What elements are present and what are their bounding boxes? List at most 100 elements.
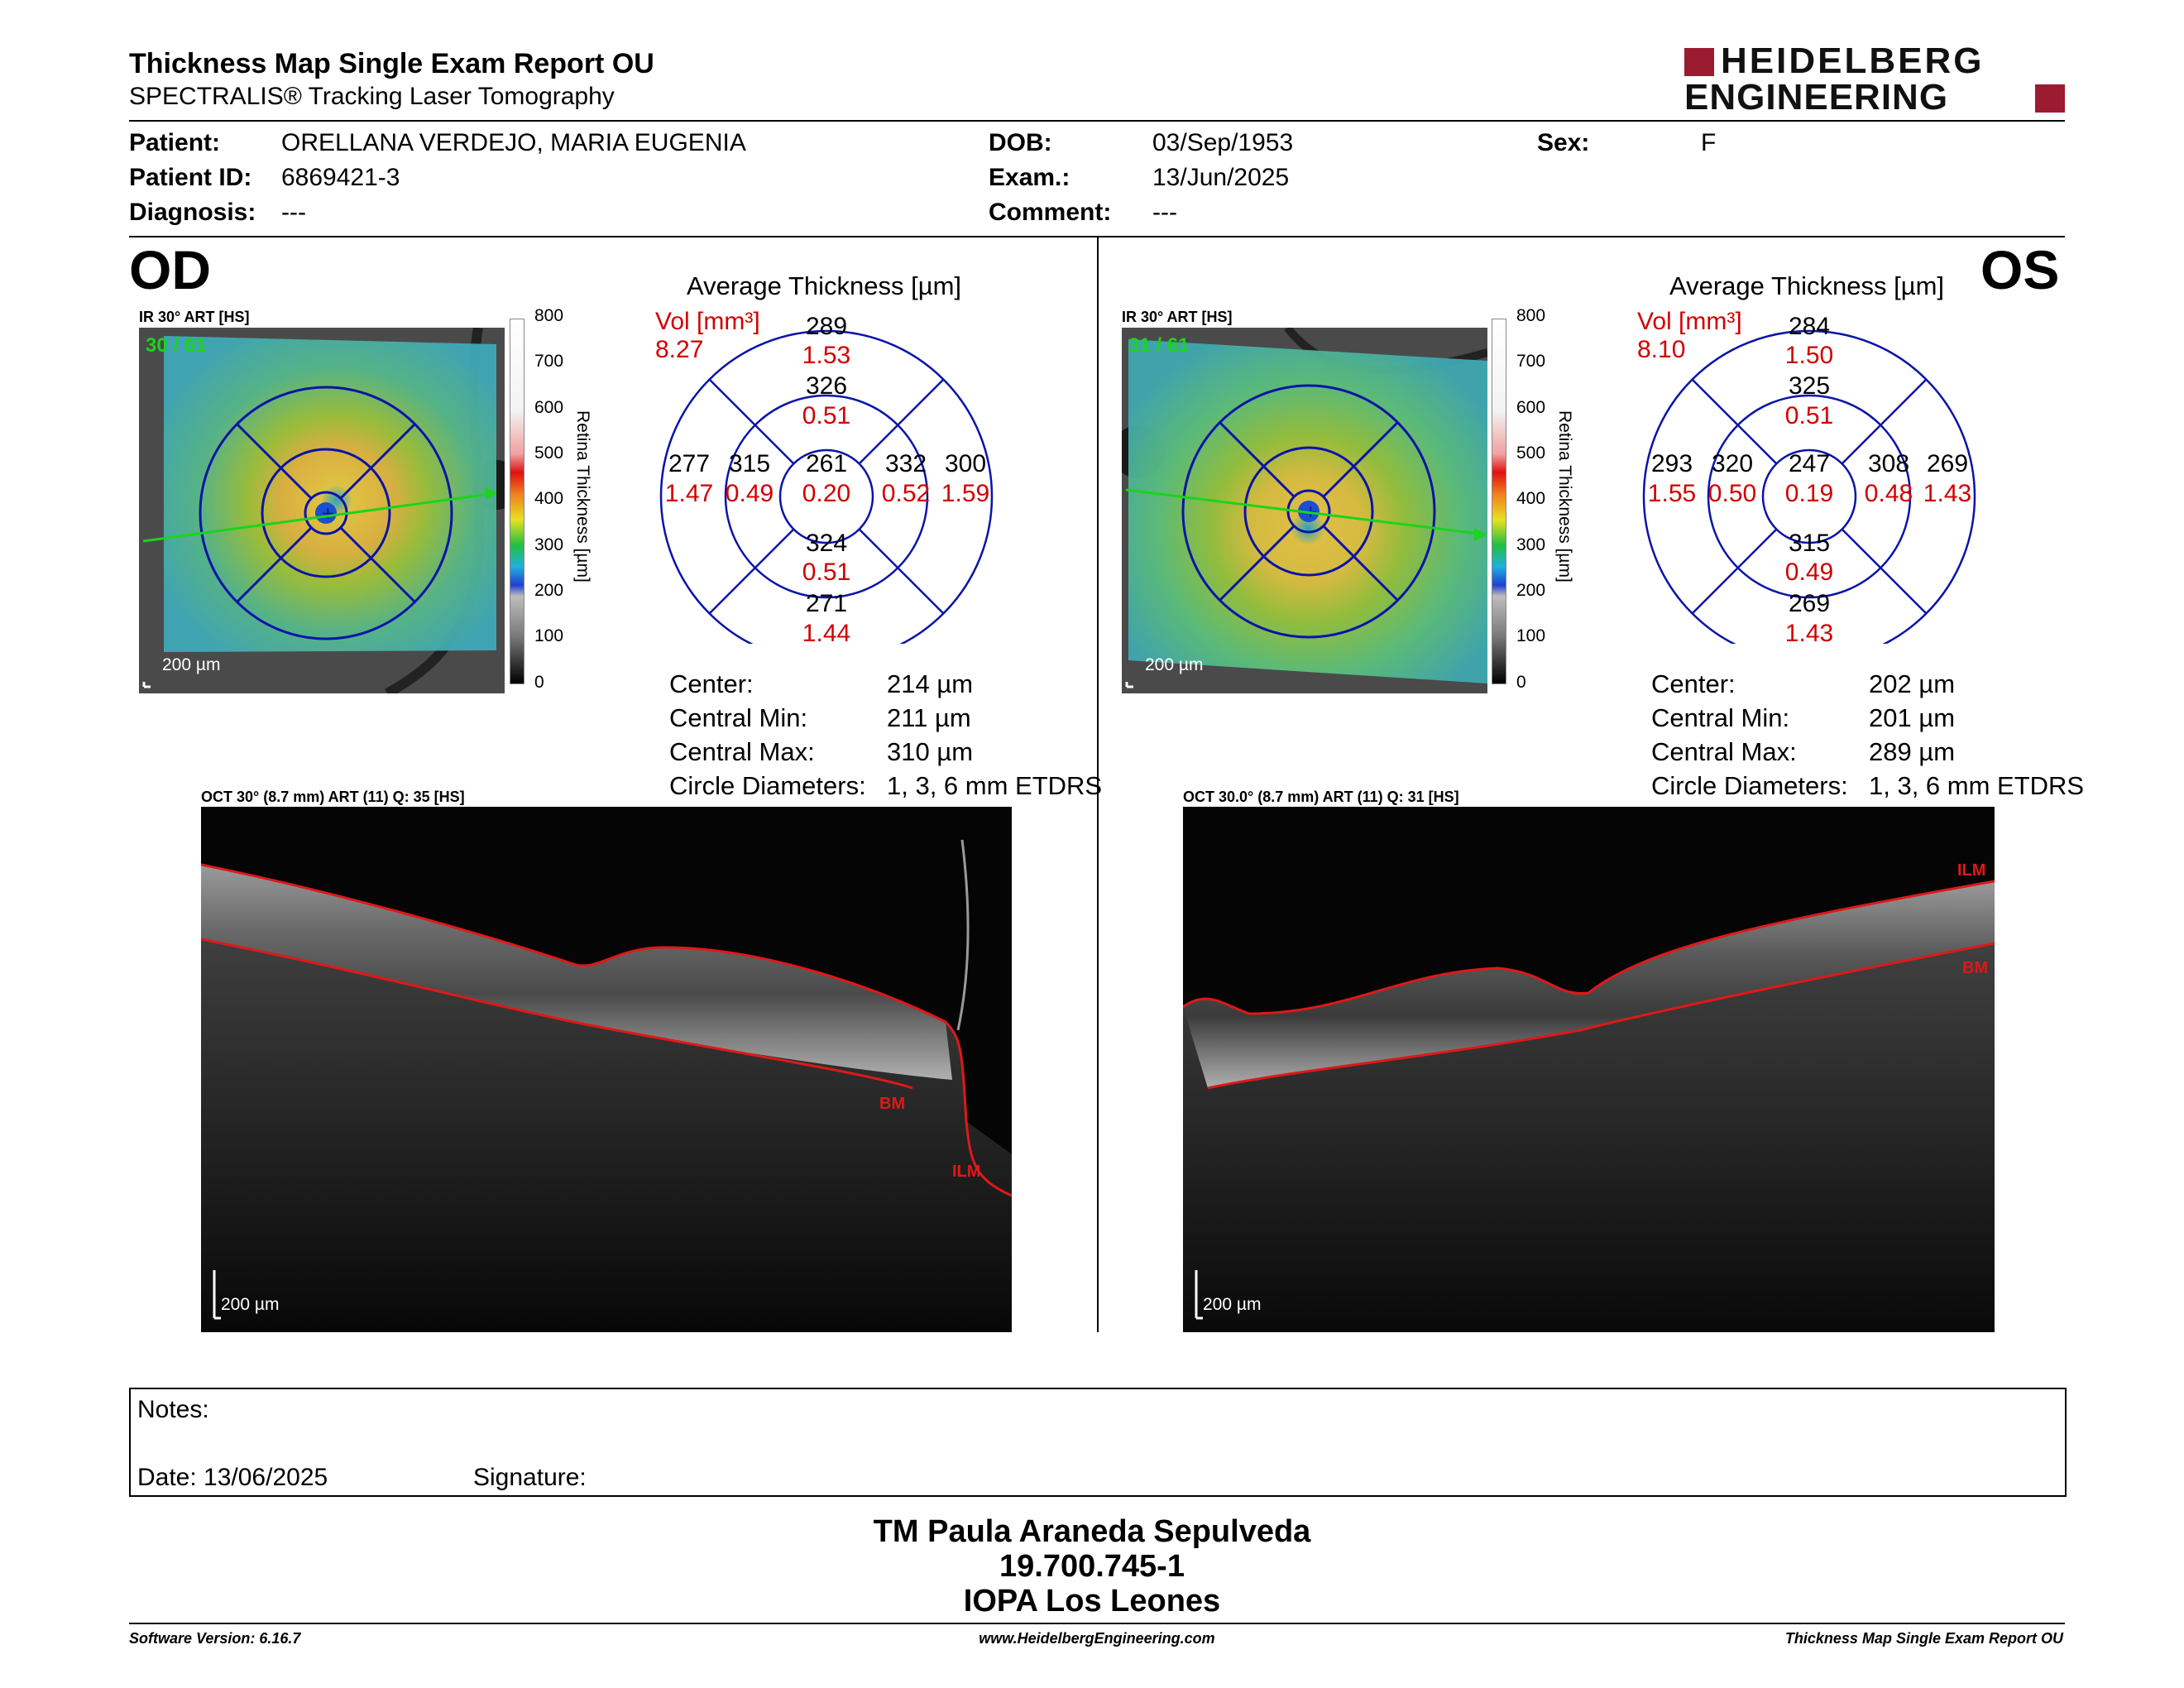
- od-outer-nasal: 300: [944, 450, 987, 477]
- os-etdrs-grid: [1642, 329, 1976, 644]
- od-cb-700: 700: [534, 352, 564, 371]
- notes-signature-label: Signature:: [473, 1464, 587, 1491]
- od-inner-nasal-vol: 0.52: [881, 480, 931, 507]
- os-vol-value: 8.10: [1637, 336, 1686, 363]
- od-ir-counter: 30 / 61: [146, 334, 207, 357]
- od-inner-temporal-vol: 0.49: [725, 480, 774, 507]
- od-max-value: 310 µm: [887, 737, 974, 766]
- od-outer-inferior-vol: 1.44: [802, 620, 851, 647]
- os-outer-nasal: 269: [1926, 450, 1969, 477]
- os-oct-label: OCT 30.0° (8.7 mm) ART (11) Q: 31 [HS]: [1183, 789, 1459, 805]
- os-oct-svg: [1183, 880, 1995, 1332]
- logo-red-square-top: [1684, 48, 1714, 76]
- od-ilm-tag: ILM: [952, 1163, 981, 1181]
- os-cb-600: 600: [1516, 398, 1546, 417]
- od-center-label: Center:: [669, 669, 754, 698]
- os-cb-200: 200: [1516, 581, 1546, 600]
- os-oct-bscan: ILM BM 200 µm: [1183, 807, 1995, 1332]
- os-min-label: Central Min:: [1651, 703, 1790, 732]
- os-center-vol: 0.19: [1784, 480, 1834, 507]
- os-bm-tag: BM: [1962, 959, 1989, 977]
- signature-id: 19.700.745-1: [999, 1549, 1185, 1584]
- logo-line-1: HEIDELBERG: [1721, 41, 1985, 81]
- od-cb-800: 800: [534, 306, 564, 325]
- os-vol-label: Vol [mm³]: [1637, 308, 1742, 335]
- os-cb-100: 100: [1516, 626, 1546, 645]
- os-max-value: 289 µm: [1869, 737, 1956, 766]
- os-inner-nasal-vol: 0.48: [1864, 480, 1913, 507]
- od-min-value: 211 µm: [887, 703, 971, 732]
- od-outer-inferior: 271: [805, 590, 848, 617]
- os-cb-300: 300: [1516, 535, 1546, 554]
- footer-divider: [129, 1623, 2065, 1624]
- od-inner-superior: 326: [805, 372, 848, 400]
- od-max-label: Central Max:: [669, 737, 815, 766]
- comment-value: ---: [1152, 199, 1177, 226]
- logo-line-2: ENGINEERING: [1684, 77, 1949, 117]
- notes-date: Date: 13/06/2025: [137, 1464, 328, 1491]
- os-ir-scale: 200 µm: [1145, 655, 1204, 674]
- od-outer-temporal: 277: [668, 450, 711, 477]
- os-circle-label: Circle Diameters:: [1651, 771, 1848, 800]
- os-center-label: Center:: [1651, 669, 1736, 698]
- od-oct-label: OCT 30° (8.7 mm) ART (11) Q: 35 [HS]: [201, 789, 465, 805]
- os-outer-inferior-vol: 1.43: [1784, 620, 1834, 647]
- signature-name: TM Paula Araneda Sepulveda: [873, 1514, 1311, 1549]
- patient-name: ORELLANA VERDEJO, MARIA EUGENIA: [281, 129, 746, 156]
- patient-label: Patient:: [129, 129, 221, 156]
- os-cb-400: 400: [1516, 489, 1546, 508]
- od-outer-superior: 289: [805, 313, 848, 340]
- os-ir-counter: 31 / 61: [1128, 334, 1190, 357]
- os-cb-800: 800: [1516, 306, 1546, 325]
- os-cb-700: 700: [1516, 352, 1546, 371]
- exam-value: 13/Jun/2025: [1152, 164, 1290, 191]
- footer-website-link[interactable]: www.HeidelbergEngineering.com: [979, 1630, 1215, 1647]
- os-inner-inferior-vol: 0.49: [1784, 559, 1834, 586]
- od-inner-nasal: 332: [884, 450, 927, 477]
- od-ir-scale: 200 µm: [162, 655, 221, 674]
- od-inner-temporal: 315: [728, 450, 771, 477]
- od-ir-thickness-map: + 30 / 61 200 µm: [139, 328, 505, 693]
- od-outer-superior-vol: 1.53: [802, 342, 851, 369]
- comment-label: Comment:: [989, 199, 1112, 226]
- os-inner-temporal: 320: [1711, 450, 1754, 477]
- os-grid-title: Average Thickness [µm]: [1669, 271, 1945, 300]
- report-subtitle: SPECTRALIS® Tracking Laser Tomography: [129, 83, 615, 110]
- os-outer-temporal: 293: [1650, 450, 1693, 477]
- sex-label: Sex:: [1537, 129, 1590, 156]
- od-cb-500: 500: [534, 444, 564, 463]
- os-ilm-tag: ILM: [1957, 861, 1986, 880]
- os-min-value: 201 µm: [1869, 703, 1956, 732]
- os-outer-temporal-vol: 1.55: [1647, 480, 1697, 507]
- od-grid-title: Average Thickness [µm]: [687, 271, 962, 300]
- diagnosis-value: ---: [281, 199, 306, 226]
- sex-value: F: [1701, 129, 1717, 156]
- header-divider: [129, 120, 2065, 122]
- od-inner-inferior-vol: 0.51: [802, 559, 851, 586]
- os-outer-superior-vol: 1.50: [1784, 342, 1834, 369]
- os-inner-inferior: 315: [1788, 530, 1831, 557]
- od-vol-value: 8.27: [655, 336, 704, 363]
- os-inner-superior-vol: 0.51: [1784, 402, 1834, 429]
- os-outer-inferior: 269: [1788, 590, 1831, 617]
- notes-box: Notes: Date: 13/06/2025 Signature:: [129, 1388, 2067, 1497]
- os-inner-nasal: 308: [1867, 450, 1910, 477]
- od-center-vol: 0.20: [802, 480, 851, 507]
- od-ir-label: IR 30° ART [HS]: [139, 309, 250, 325]
- patient-id-label: Patient ID:: [129, 164, 252, 191]
- exam-label: Exam.:: [989, 164, 1070, 191]
- od-circle-value: 1, 3, 6 mm ETDRS: [887, 771, 1103, 800]
- os-ir-label: IR 30° ART [HS]: [1122, 309, 1233, 325]
- od-outer-nasal-vol: 1.59: [941, 480, 990, 507]
- od-inner-inferior: 324: [805, 530, 848, 557]
- os-inner-temporal-vol: 0.50: [1707, 480, 1757, 507]
- od-circle-label: Circle Diameters:: [669, 771, 866, 800]
- od-cb-600: 600: [534, 398, 564, 417]
- os-outer-superior: 284: [1788, 313, 1831, 340]
- patient-id-value: 6869421-3: [281, 164, 400, 191]
- od-ir-map-svg: +: [139, 328, 505, 693]
- heidelberg-logo: HEIDELBERG ENGINEERING: [1684, 41, 2065, 117]
- signature-institution: IOPA Los Leones: [963, 1584, 1221, 1618]
- od-eye-label: OD: [129, 239, 211, 300]
- os-oct-scale: 200 µm: [1203, 1295, 1262, 1314]
